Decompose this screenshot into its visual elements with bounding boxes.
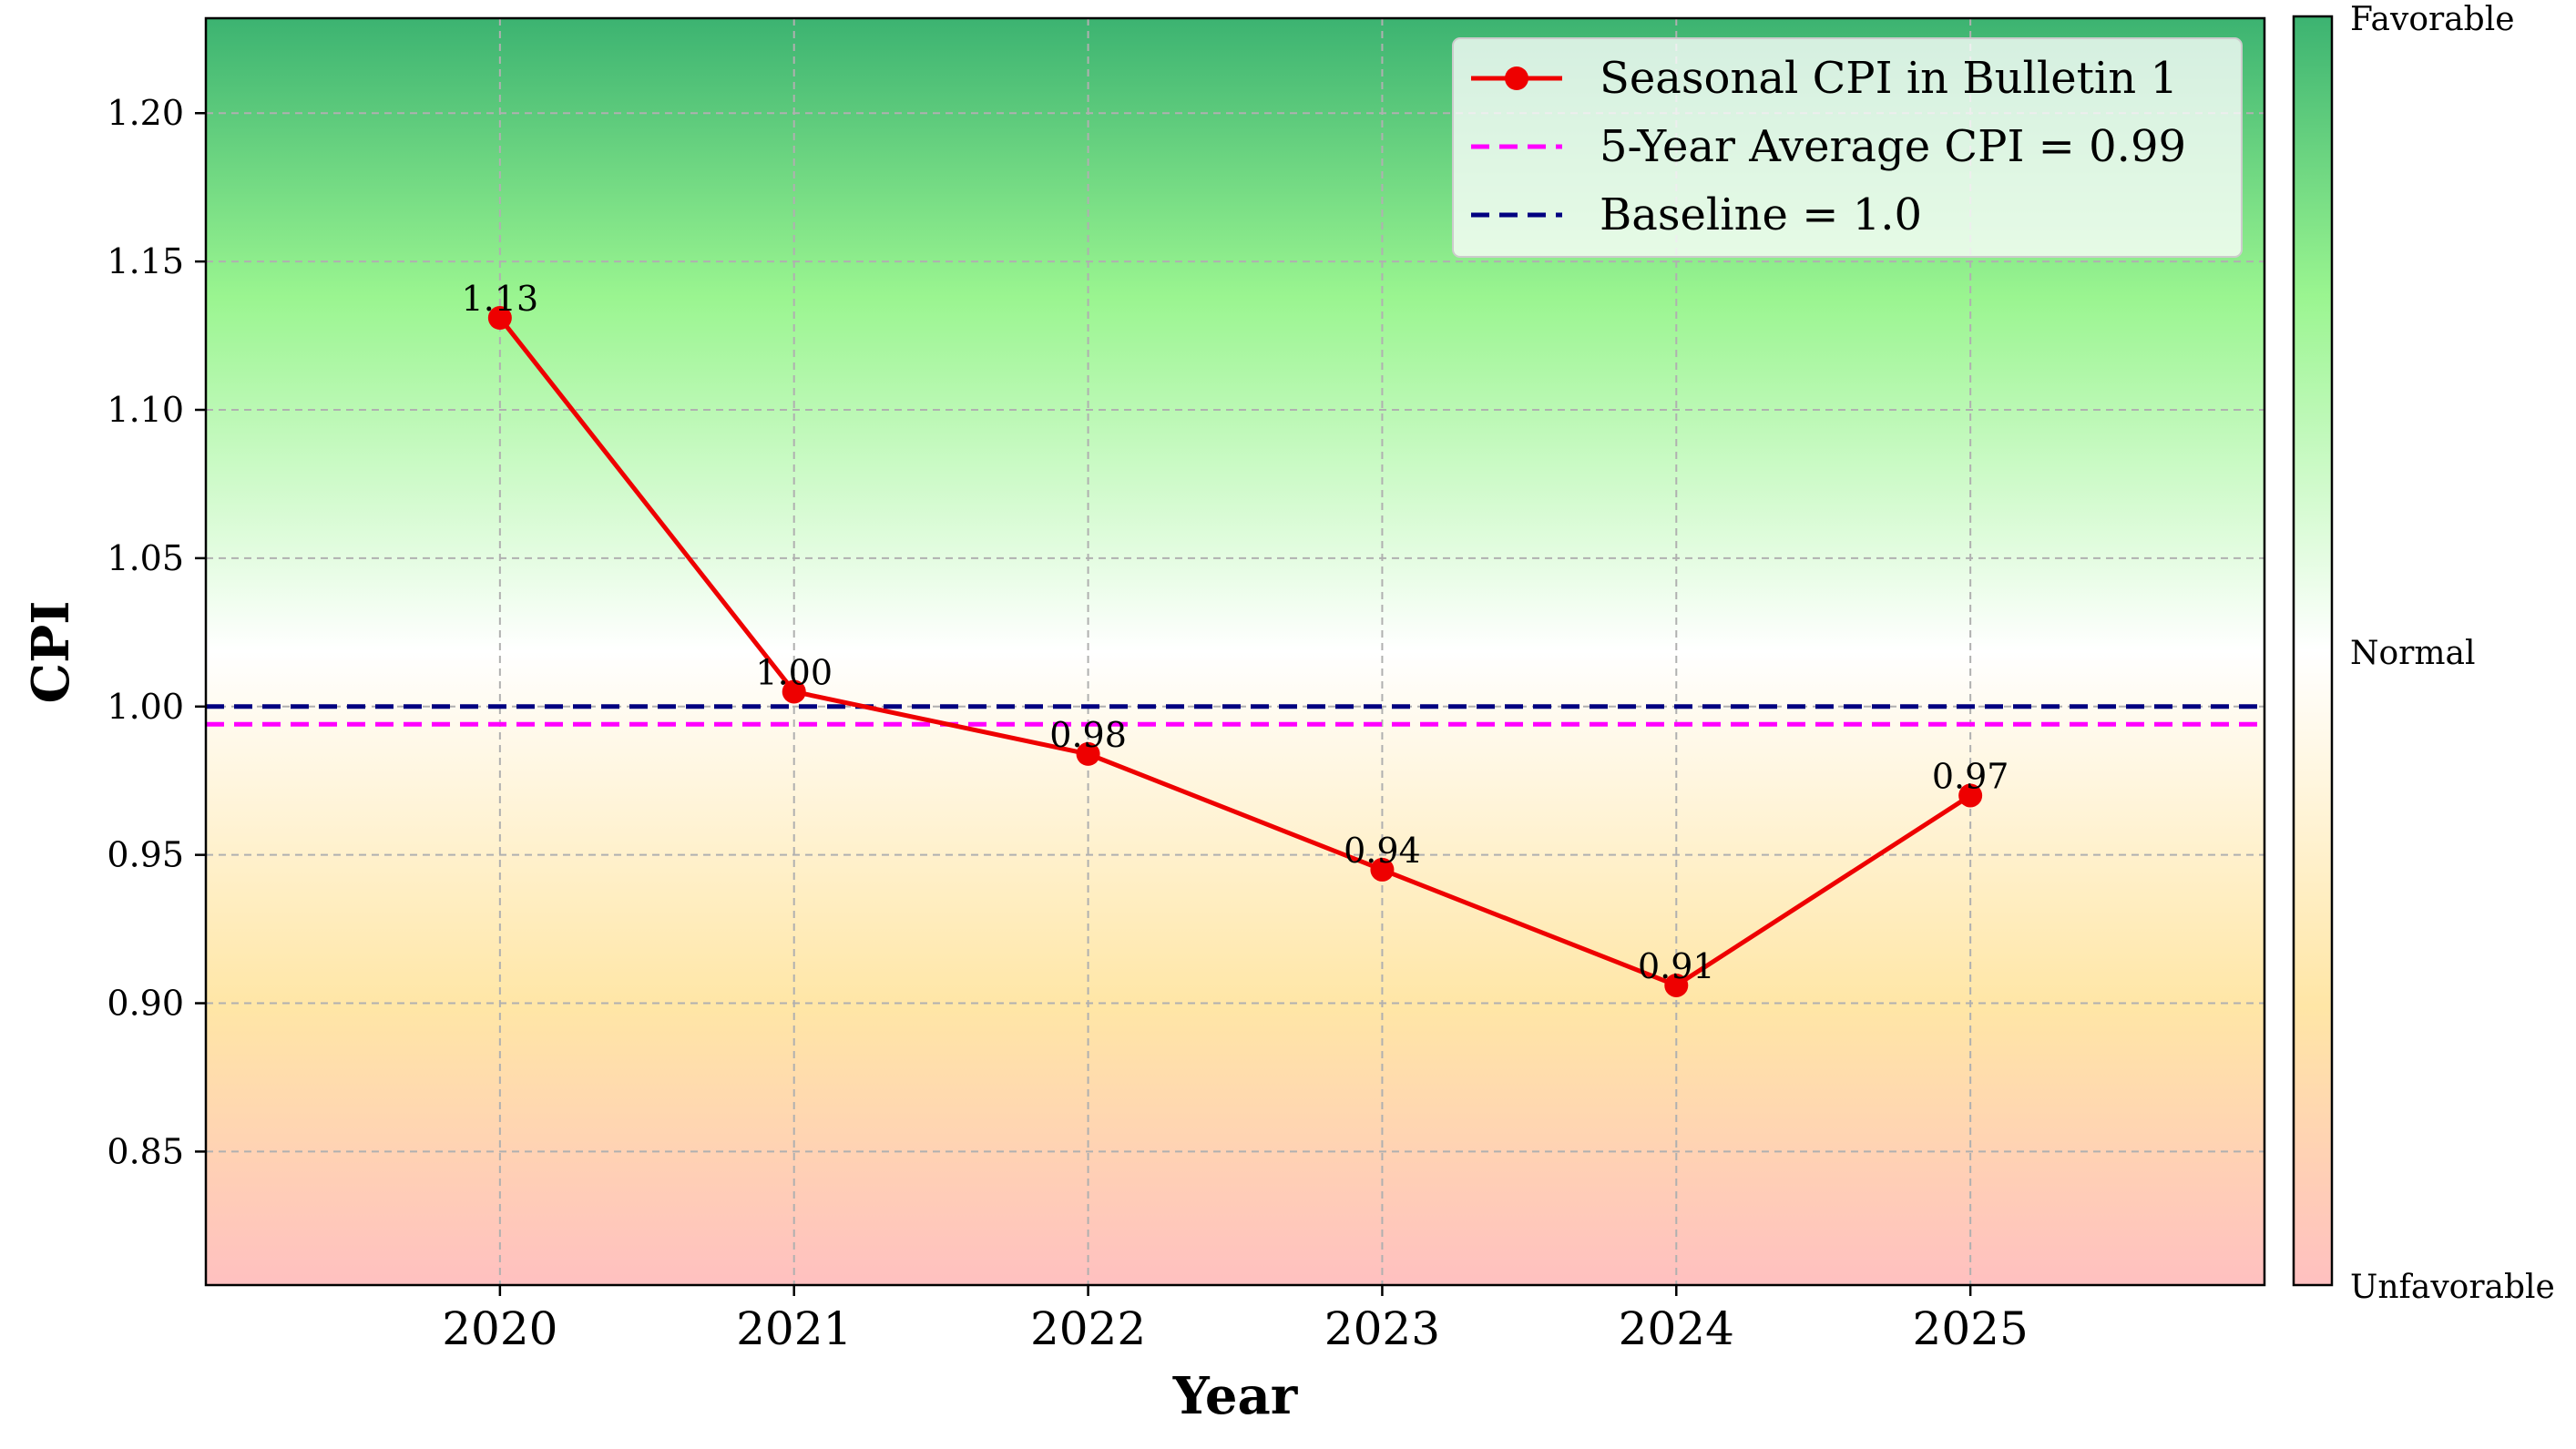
- legend-entry-baseline: Baseline = 1.0: [1600, 189, 1922, 240]
- series-line: [497, 316, 1972, 988]
- data-point: [1076, 741, 1100, 766]
- x-tick-label: 2023: [1324, 1302, 1440, 1355]
- y-axis-label: CPI: [21, 601, 81, 704]
- y-tick-label: 1.15: [107, 241, 184, 281]
- series-layer: 1.13 1.00 0.98 0.94 0.91 0.97: [462, 279, 2009, 997]
- y-tick-label: 1.05: [107, 538, 184, 578]
- colorbar-label-favorable: Favorable: [2350, 1, 2515, 38]
- x-tick-label: 2025: [1913, 1302, 2029, 1355]
- data-point: [487, 306, 512, 331]
- data-point: [782, 679, 806, 704]
- colorbar-label-unfavorable: Unfavorable: [2350, 1269, 2555, 1306]
- legend: Seasonal CPI in Bulletin 1 5-Year Averag…: [1452, 37, 2243, 258]
- colorbar: Favorable Normal Unfavorable: [2292, 1, 2555, 1306]
- data-point: [1370, 857, 1395, 882]
- data-label: 0.98: [1049, 715, 1127, 755]
- x-tick-label: 2024: [1619, 1302, 1734, 1355]
- data-point: [1958, 783, 1983, 808]
- axis-ticks: 0.85 0.90 0.95 1.00 1.05 1.10 1.15 1.20 2020 2021…: [107, 93, 2028, 1355]
- data-label: 1.13: [462, 279, 539, 319]
- data-label: 0.91: [1638, 946, 1715, 986]
- plot-frame: [204, 16, 2266, 1287]
- reference-lines: [206, 704, 2264, 727]
- y-tick-label: 1.00: [107, 687, 184, 727]
- y-tick-label: 0.95: [107, 835, 184, 875]
- y-tick-label: 0.85: [107, 1131, 184, 1171]
- x-tick-label: 2021: [736, 1302, 852, 1355]
- data-label: 1.00: [755, 652, 833, 692]
- legend-entry-average: 5-Year Average CPI = 0.99: [1600, 121, 2186, 172]
- colorbar-label-normal: Normal: [2350, 635, 2476, 672]
- data-point: [1664, 973, 1689, 997]
- y-tick-label: 0.90: [107, 984, 184, 1024]
- data-label: 0.94: [1344, 831, 1421, 871]
- y-tick-label: 1.20: [107, 93, 184, 133]
- data-label: 0.97: [1932, 756, 2009, 796]
- legend-box: [1452, 37, 2243, 258]
- x-tick-label: 2020: [442, 1302, 557, 1355]
- y-tick-label: 1.10: [107, 390, 184, 430]
- legend-swatch-marker: [1505, 66, 1528, 90]
- x-axis-label: Year: [1172, 1366, 1299, 1426]
- x-tick-label: 2022: [1030, 1302, 1146, 1355]
- legend-entry-series: Seasonal CPI in Bulletin 1: [1600, 53, 2178, 104]
- colorbar-fill: [2292, 15, 2334, 1287]
